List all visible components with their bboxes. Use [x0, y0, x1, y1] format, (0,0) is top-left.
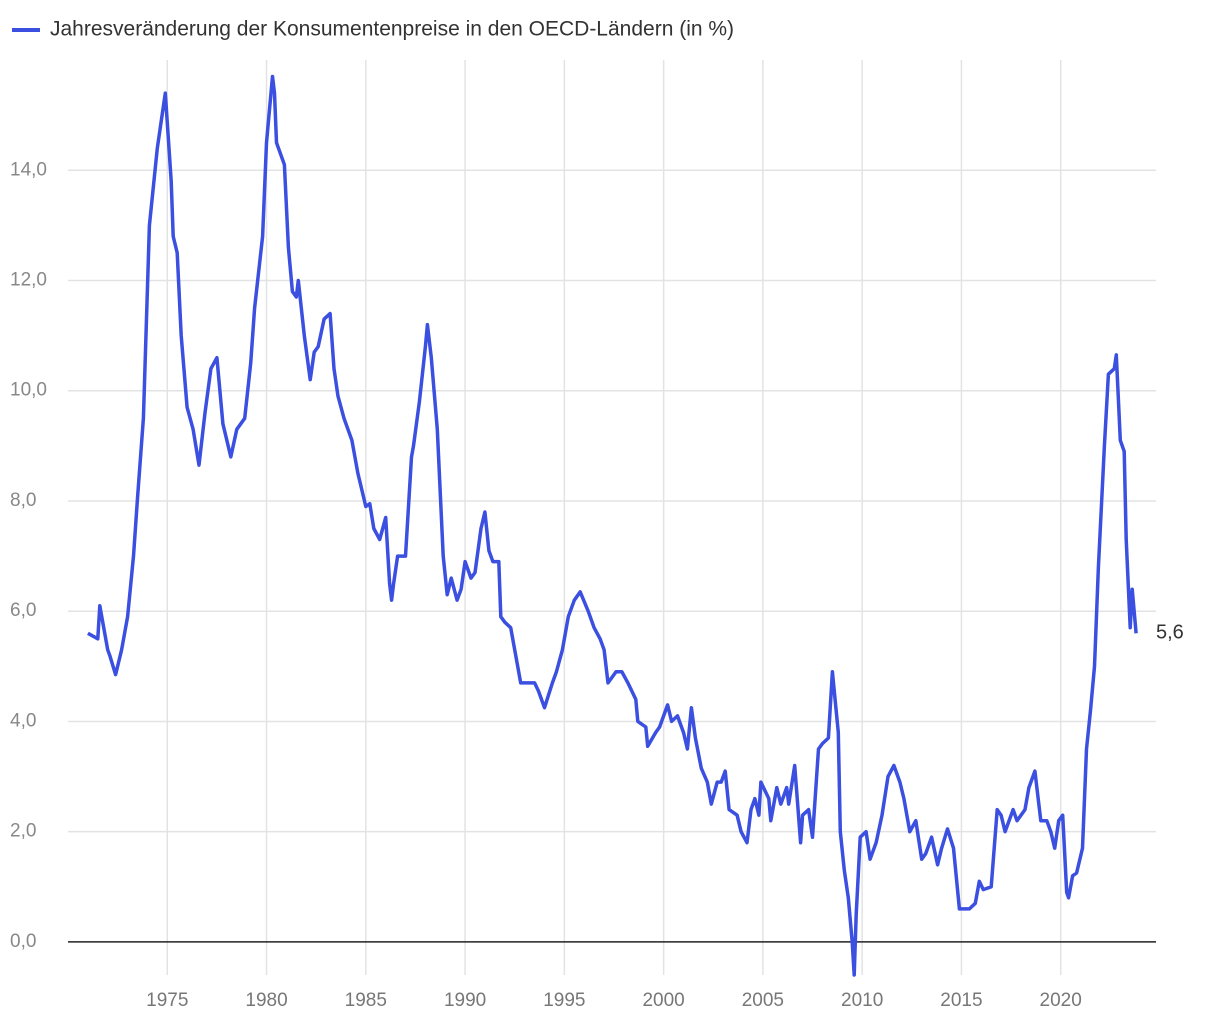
data-line: [87, 74, 1138, 977]
y-tick-label: 8,0: [10, 490, 36, 511]
end-label: 5,6: [1156, 622, 1184, 644]
x-tick-label: 1995: [543, 990, 585, 1011]
x-tick-label: 1985: [345, 990, 387, 1011]
x-tick-label: 1980: [245, 990, 287, 1011]
x-tick-label: 2005: [742, 990, 784, 1011]
y-tick-label: 10,0: [10, 380, 47, 401]
x-tick-label: 2000: [642, 990, 684, 1011]
y-tick-label: 4,0: [10, 710, 36, 731]
x-tick-label: 1990: [444, 990, 486, 1011]
x-tick-label: 2015: [940, 990, 982, 1011]
y-tick-label: 12,0: [10, 269, 47, 290]
y-tick-label: 14,0: [10, 159, 47, 180]
x-tick-label: 2020: [1040, 990, 1082, 1011]
x-tick-label: 1975: [146, 990, 188, 1011]
y-tick-label: 6,0: [10, 600, 36, 621]
y-tick-label: 0,0: [10, 931, 36, 952]
legend-label: Jahresveränderung der Konsumentenpreise …: [50, 18, 734, 41]
y-tick-label: 2,0: [10, 821, 36, 842]
x-tick-label: 2010: [841, 990, 883, 1011]
